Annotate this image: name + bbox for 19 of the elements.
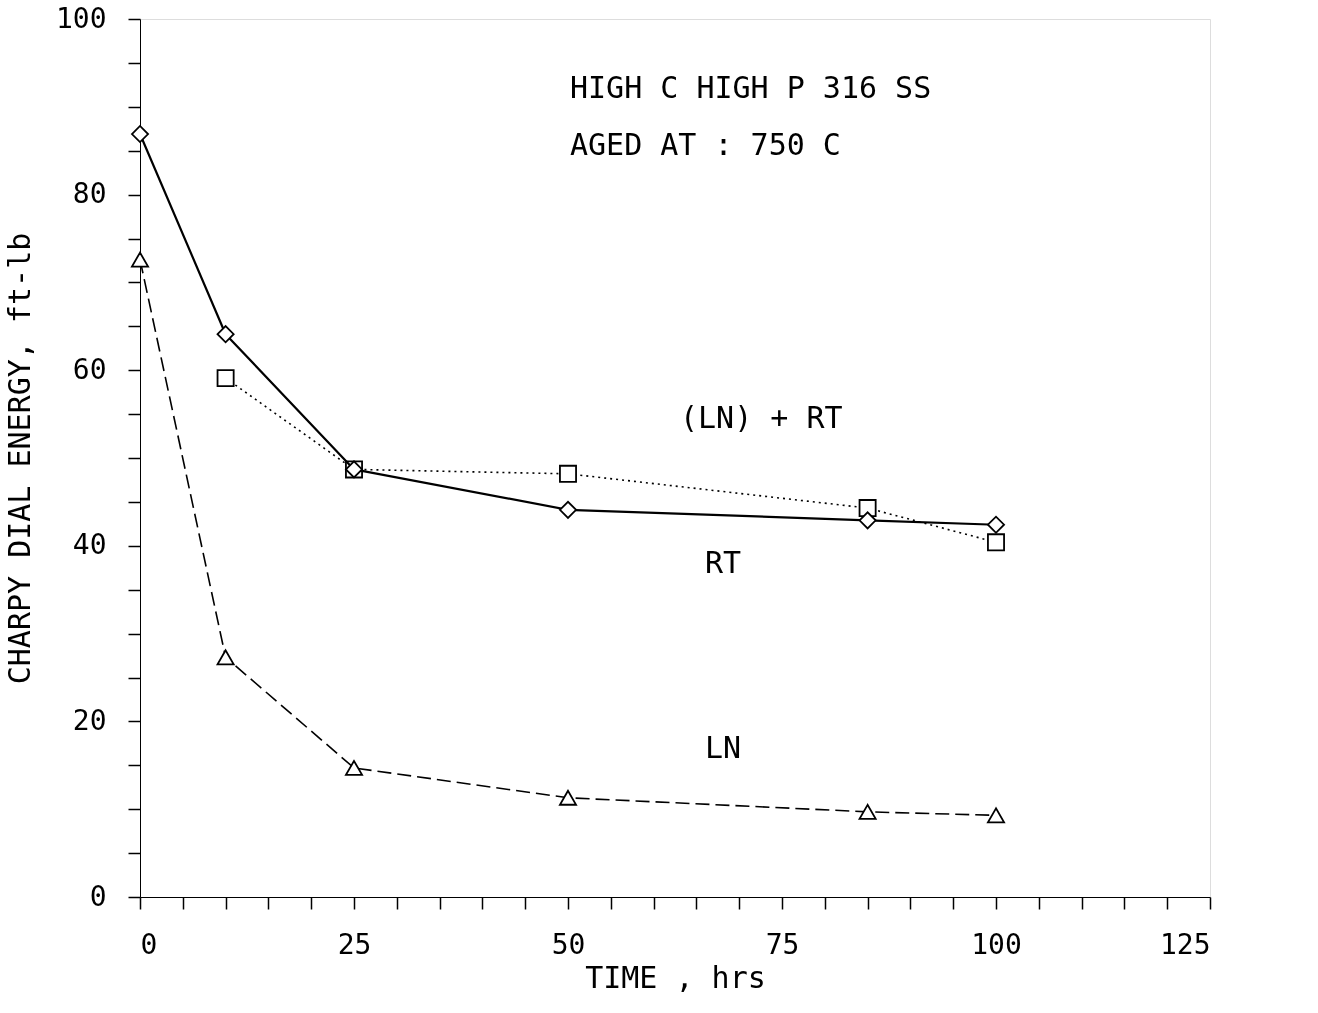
x-axis-title: TIME , hrs xyxy=(585,959,766,995)
y-tick-label: 0 xyxy=(89,879,107,913)
series-label: LN xyxy=(705,730,742,765)
x-tick-label: 100 xyxy=(971,927,1022,961)
y-tick-label: 60 xyxy=(72,352,107,386)
y-tick-label: 100 xyxy=(55,1,107,35)
x-tick-label: 75 xyxy=(765,927,800,961)
y-tick-label: 80 xyxy=(72,177,107,211)
y-tick-label: 20 xyxy=(72,703,107,737)
annotation: AGED AT : 750 C xyxy=(570,127,841,162)
x-tick-label: 50 xyxy=(551,927,586,961)
series-label: (LN) + RT xyxy=(680,400,843,435)
y-tick-label: 40 xyxy=(72,528,107,562)
series-label: RT xyxy=(705,545,742,580)
annotation: HIGH C HIGH P 316 SS xyxy=(570,70,932,105)
x-tick-label: 0 xyxy=(140,927,158,961)
x-tick-label: 125 xyxy=(1159,927,1211,961)
x-tick-label: 25 xyxy=(337,927,372,961)
y-axis-title: CHARPY DIAL ENERGY, ft-lb xyxy=(1,232,37,685)
